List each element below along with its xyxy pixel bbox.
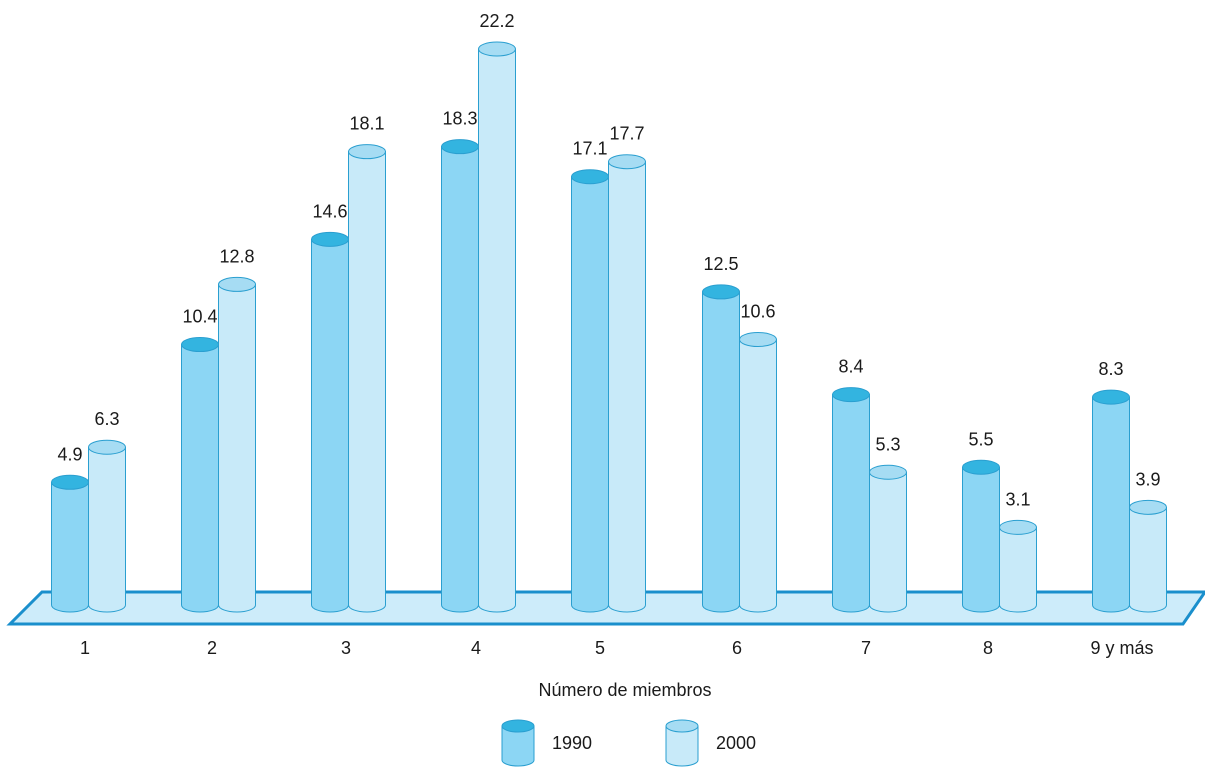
x-tick-label-8: 8: [983, 638, 993, 658]
bar-1990-5: [571, 169, 609, 613]
x-tick-label-4: 4: [471, 638, 481, 658]
bar-2000-7: [869, 464, 907, 613]
legend-label-1990: 1990: [552, 733, 592, 753]
bars-group: [51, 41, 1167, 613]
value-label-1990-5: 17.1: [572, 139, 607, 159]
bar-2000-8: [999, 519, 1037, 613]
value-label-1990-4: 18.3: [442, 109, 477, 129]
bar-1990-2: [181, 337, 219, 613]
bar-1990-4: [441, 139, 479, 613]
x-tick-label-7: 7: [861, 638, 871, 658]
bar-1990-3: [311, 231, 349, 613]
value-label-1990-7: 8.4: [838, 357, 863, 377]
bar-2000-2: [218, 276, 256, 613]
legend-item-1990: 1990: [501, 719, 592, 767]
bar-2000-5: [608, 154, 646, 613]
value-label-2000-6: 10.6: [740, 302, 775, 322]
value-label-2000-5: 17.7: [609, 124, 644, 144]
value-label-2000-7: 5.3: [875, 434, 900, 454]
value-label-1990-3: 14.6: [312, 201, 347, 221]
value-label-2000-4: 22.2: [479, 11, 514, 31]
x-tick-label-1: 1: [80, 638, 90, 658]
bar-1990-8: [962, 459, 1000, 613]
bar-1990-7: [832, 387, 870, 613]
value-labels-group: 4.9 6.3 10.4 12.8 14.6 18.1 18.3 22.2 17.117.7 12…: [57, 11, 1160, 509]
legend-item-2000: 2000: [665, 719, 756, 767]
value-label-1990-9: 8.3: [1098, 359, 1123, 379]
x-tick-label-3: 3: [341, 638, 351, 658]
legend-swatch-1990: [501, 719, 535, 767]
value-label-1990-8: 5.5: [968, 429, 993, 449]
x-tick-label-2: 2: [207, 638, 217, 658]
value-label-2000-2: 12.8: [219, 246, 254, 266]
bar-2000-4: [478, 41, 516, 613]
bar-1990-9: [1092, 389, 1130, 613]
x-tick-label-5: 5: [595, 638, 605, 658]
value-label-2000-1: 6.3: [94, 409, 119, 429]
bar-1990-6: [702, 284, 740, 613]
value-label-1990-1: 4.9: [57, 444, 82, 464]
x-tick-label-9: 9 y más: [1090, 638, 1153, 658]
bar-2000-6: [739, 332, 777, 613]
value-label-1990-2: 10.4: [182, 307, 217, 327]
bar-2000-9: [1129, 499, 1167, 613]
value-label-2000-3: 18.1: [349, 114, 384, 134]
x-tick-labels-group: 1 2 3 4 5 6 7 8 9 y más: [80, 638, 1154, 658]
x-axis-title: Número de miembros: [538, 680, 711, 700]
value-label-2000-9: 3.9: [1135, 469, 1160, 489]
bar-1990-1: [51, 474, 89, 613]
legend-label-2000: 2000: [716, 733, 756, 753]
value-label-2000-8: 3.1: [1005, 489, 1030, 509]
x-tick-label-6: 6: [732, 638, 742, 658]
bar-2000-1: [88, 439, 126, 613]
legend: 1990 2000: [501, 719, 756, 767]
bar-2000-3: [348, 144, 386, 613]
value-label-1990-6: 12.5: [703, 254, 738, 274]
legend-swatch-2000: [665, 719, 699, 767]
